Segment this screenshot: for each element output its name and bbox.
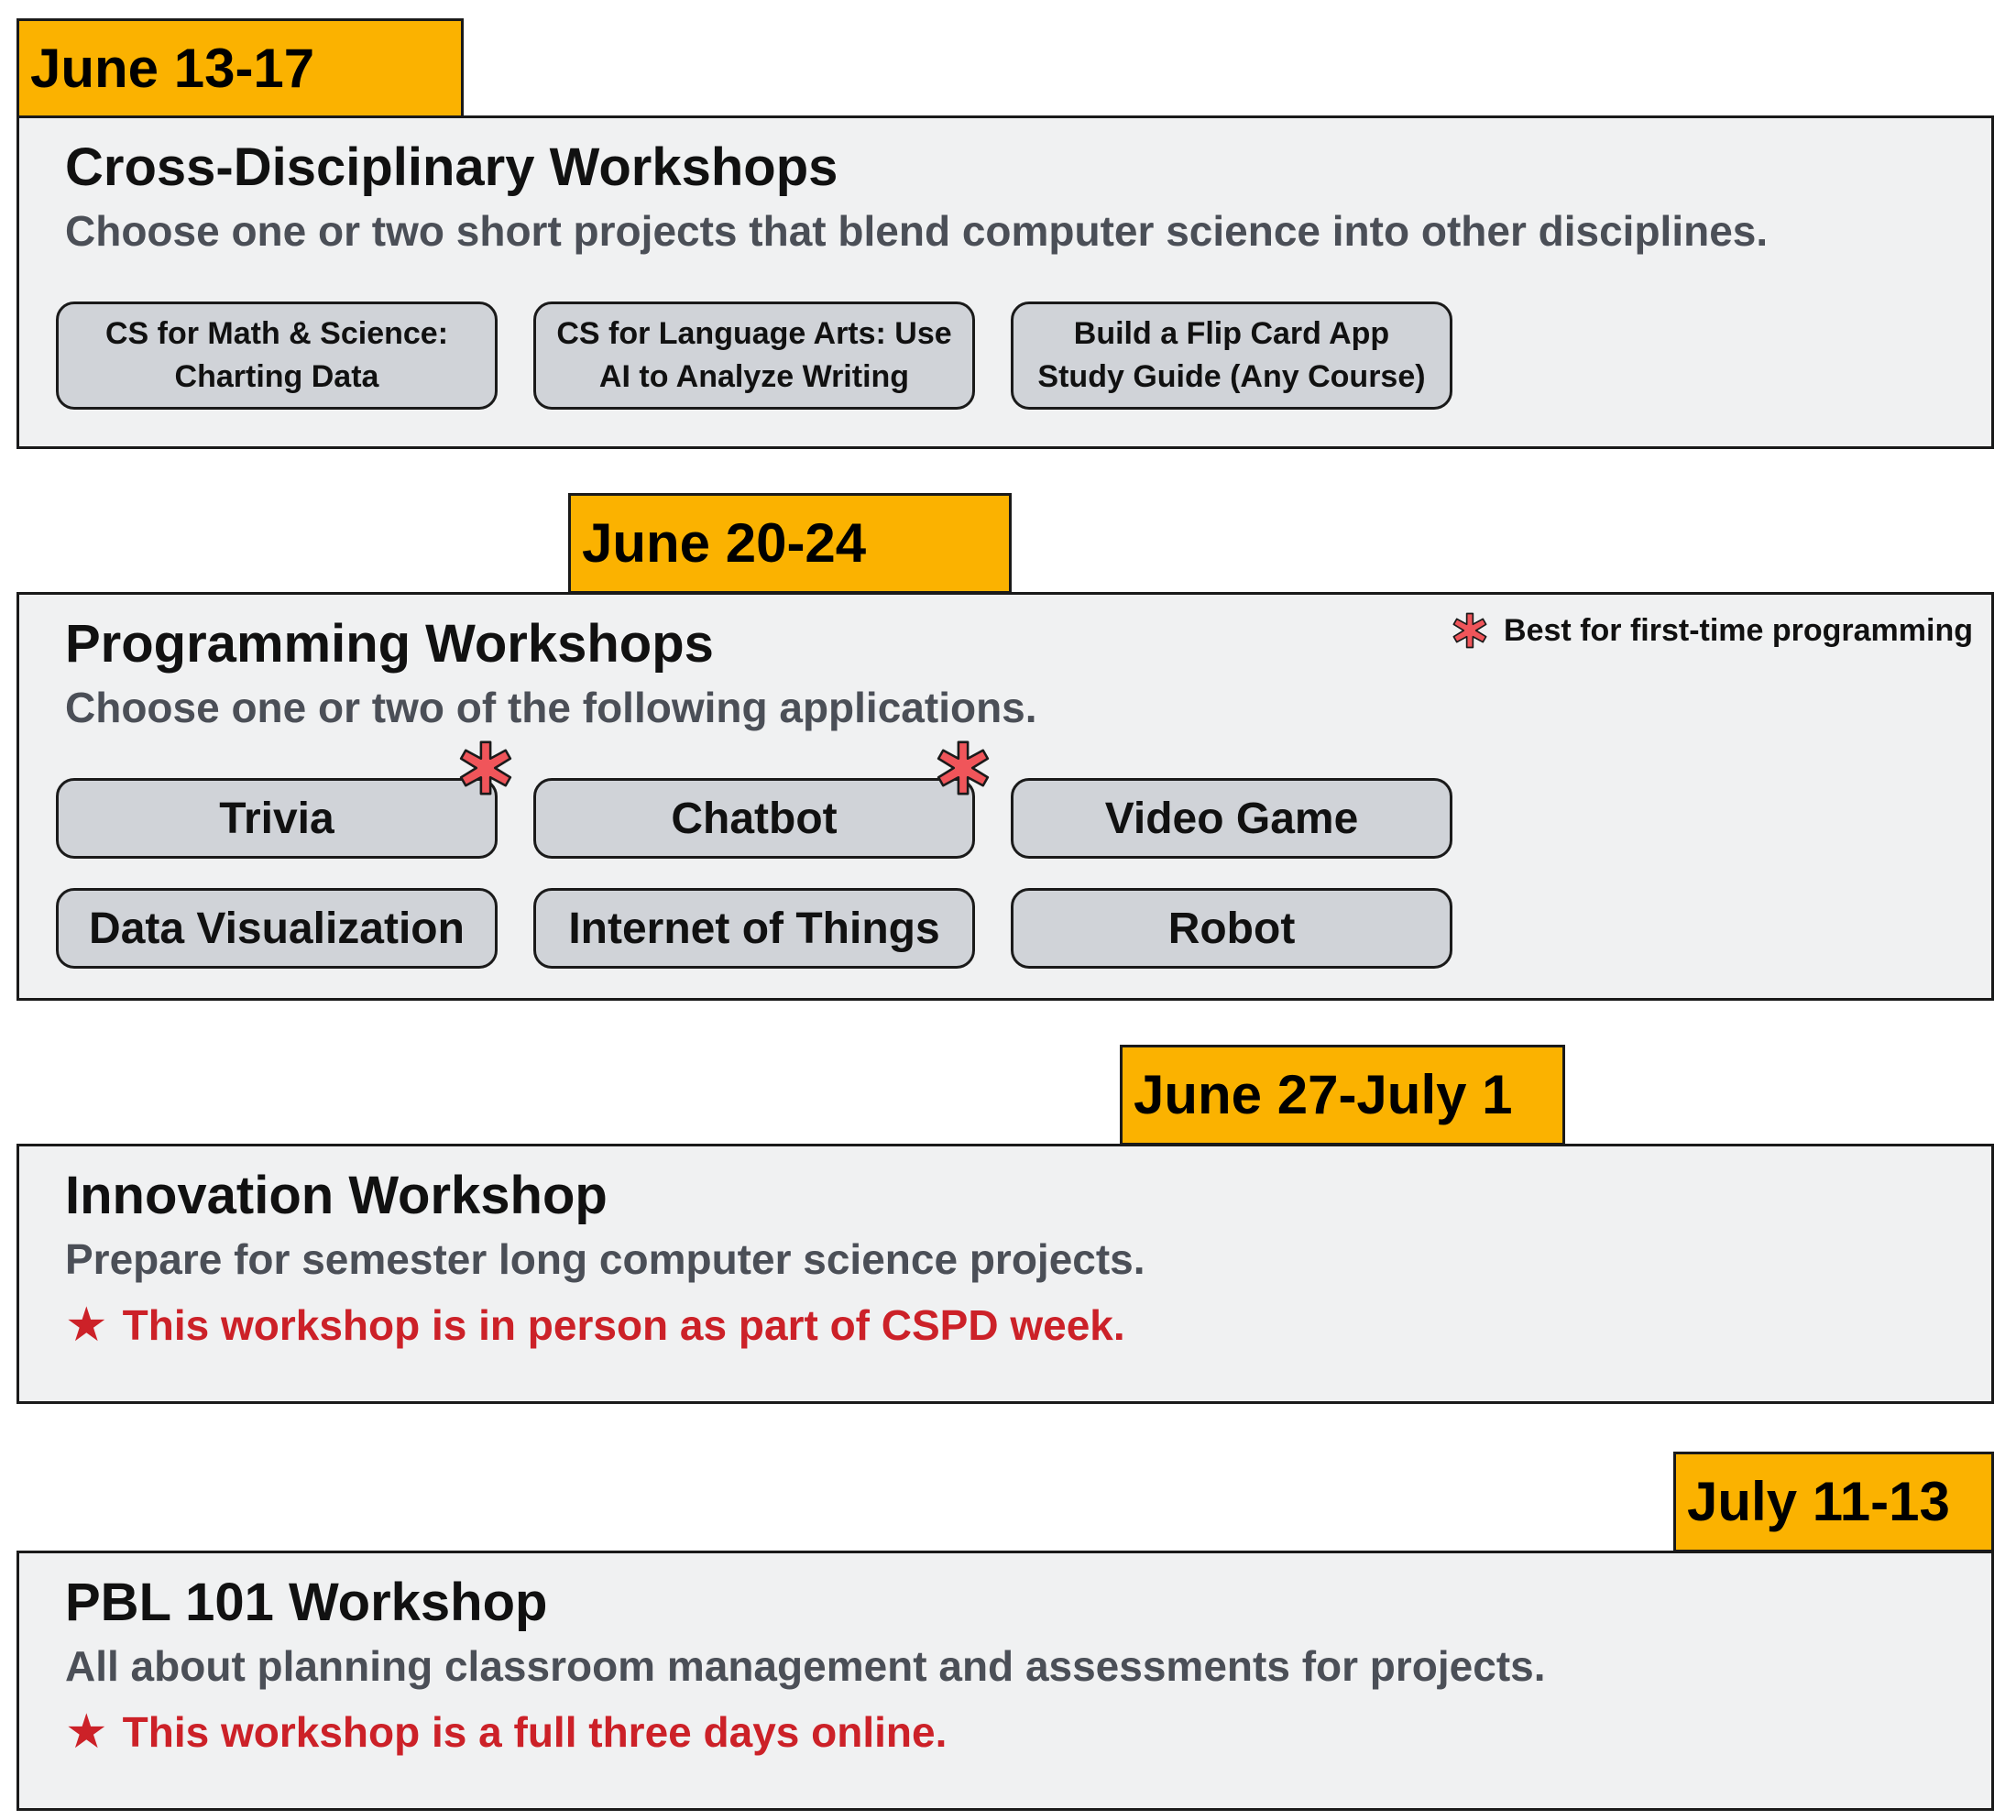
innovation-section: Innovation Workshop Prepare for semester… — [16, 1144, 1994, 1404]
note-text: This workshop is in person as part of CS… — [122, 1301, 1125, 1349]
option-line: CS for Language Arts: Use — [556, 316, 952, 352]
option-label: Trivia — [219, 794, 334, 843]
section-title: PBL 101 Workshop — [65, 1573, 548, 1632]
programming-section: Best for first-time programming Programm… — [16, 592, 1994, 1001]
option-robot[interactable]: Robot — [1011, 888, 1452, 969]
date-label: June 27-July 1 — [1134, 1064, 1513, 1125]
option-line: AI to Analyze Writing — [598, 359, 910, 394]
date-label: June 20-24 — [582, 512, 867, 574]
option-data-visualization[interactable]: Data Visualization — [56, 888, 498, 969]
cross-disciplinary-section: Cross-Disciplinary Workshops Choose one … — [16, 115, 1994, 449]
option-chatbot[interactable]: Chatbot — [533, 740, 990, 859]
option-internet-of-things[interactable]: Internet of Things — [533, 888, 975, 969]
option-trivia[interactable]: Trivia — [56, 740, 512, 859]
option-label: Internet of Things — [568, 904, 940, 953]
option-label: Data Visualization — [89, 904, 465, 953]
option-line: Charting Data — [174, 359, 379, 394]
section-title: Innovation Workshop — [65, 1166, 608, 1225]
option-label: Robot — [1167, 904, 1296, 953]
section-note: ★ This workshop is a full three days onl… — [65, 1707, 947, 1757]
option-line: Build a Flip Card App — [1073, 316, 1390, 352]
option-line: Study Guide (Any Course) — [1037, 359, 1426, 394]
option-flip-card-app[interactable]: Build a Flip Card App Study Guide (Any C… — [1011, 302, 1452, 410]
date-label: June 13-17 — [30, 38, 315, 99]
option-cs-math-science[interactable]: CS for Math & Science: Charting Data — [56, 302, 498, 410]
option-line: CS for Math & Science: — [104, 316, 449, 352]
date-tab-june-13-17: June 13-17 — [16, 18, 464, 119]
section-note: ★ This workshop is in person as part of … — [65, 1300, 1125, 1350]
date-label: July 11-13 — [1687, 1471, 1950, 1532]
legend-label: Best for first-time programming — [1504, 612, 1973, 648]
date-tab-june-27-july-1: June 27-July 1 — [1120, 1045, 1565, 1146]
legend: Best for first-time programming — [1451, 611, 1973, 650]
option-video-game[interactable]: Video Game — [1011, 778, 1452, 859]
date-tab-july-11-13: July 11-13 — [1673, 1452, 1994, 1552]
asterisk-icon — [937, 740, 990, 795]
option-label: Chatbot — [671, 794, 838, 843]
date-tab-june-20-24: June 20-24 — [568, 493, 1012, 594]
asterisk-icon — [1452, 612, 1487, 649]
asterisk-icon — [459, 740, 512, 795]
option-label: Video Game — [1104, 794, 1359, 843]
note-text: This workshop is a full three days onlin… — [122, 1708, 948, 1756]
section-title: Programming Workshops — [65, 614, 714, 674]
section-description: Prepare for semester long computer scien… — [65, 1235, 1145, 1283]
section-description: All about planning classroom management … — [65, 1642, 1546, 1690]
pbl-101-section: PBL 101 Workshop All about planning clas… — [16, 1551, 1994, 1811]
option-cs-language-arts[interactable]: CS for Language Arts: Use AI to Analyze … — [533, 302, 975, 410]
section-description: Choose one or two of the following appli… — [65, 684, 1037, 731]
section-description: Choose one or two short projects that bl… — [65, 207, 1769, 255]
star-icon: ★ — [65, 1299, 108, 1352]
section-title: Cross-Disciplinary Workshops — [65, 137, 838, 197]
star-icon: ★ — [65, 1705, 108, 1759]
